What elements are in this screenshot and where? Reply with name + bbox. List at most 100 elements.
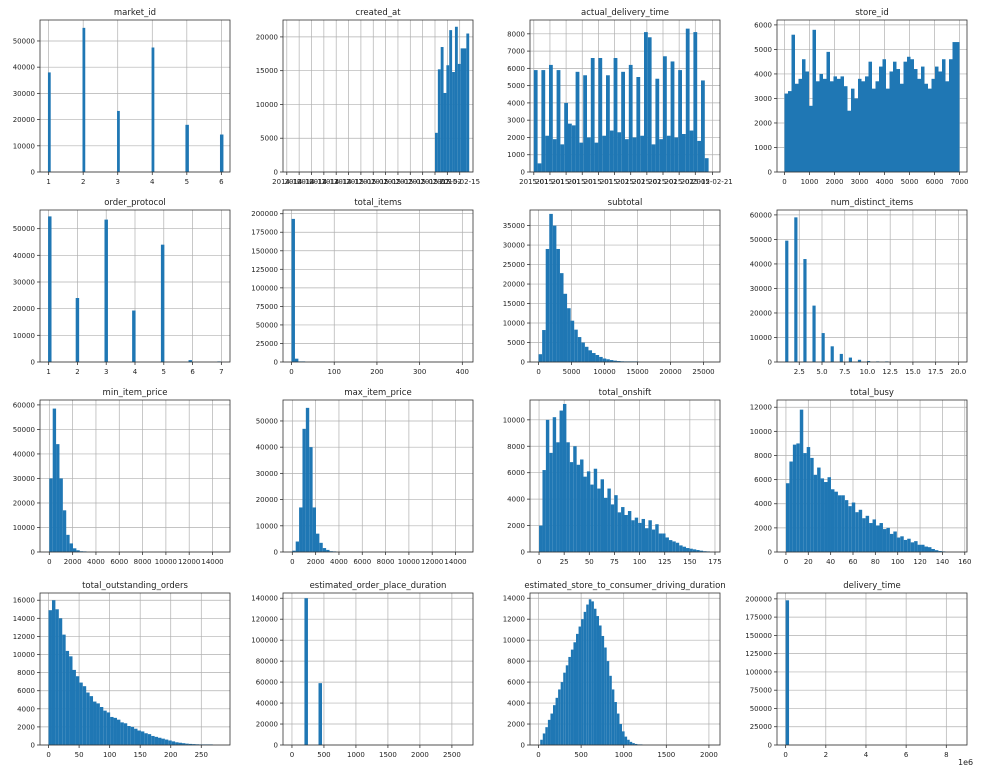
y-tick-label: 0 — [31, 742, 35, 750]
histogram-bar — [617, 512, 622, 552]
y-tick-label: 75000 — [256, 303, 278, 311]
histogram-bar — [910, 542, 915, 552]
histogram-bar — [556, 248, 560, 362]
y-tick-label: 30000 — [13, 475, 35, 483]
x-tick-label: 1500 — [657, 751, 675, 759]
y-tick-label: 40000 — [13, 252, 35, 260]
x-tick-label: 15.0 — [905, 368, 921, 376]
y-tick-label: 6000 — [507, 679, 525, 687]
y-tick-label: 20000 — [256, 721, 278, 729]
plot-area — [777, 593, 967, 745]
histogram-bar — [578, 626, 582, 745]
x-tick-label: 2015-02 — [433, 178, 462, 186]
y-tick-label: 5000 — [507, 82, 525, 90]
x-tick-label: 80 — [871, 558, 880, 566]
histogram-bar — [810, 457, 814, 552]
x-tick-label: 12.5 — [882, 368, 898, 376]
x-tick-label: 1 — [46, 178, 50, 186]
histogram-bar — [685, 28, 690, 172]
histogram-bar — [696, 550, 700, 552]
histogram-bar — [590, 484, 594, 552]
histogram-bar — [72, 548, 77, 552]
histogram-bar — [591, 601, 594, 745]
axes-frame — [282, 19, 474, 173]
x-tick-label: 0 — [290, 558, 294, 566]
histogram-bar — [606, 359, 610, 362]
y-tick-label: 6000 — [754, 21, 772, 29]
y-tick-label: 10000 — [503, 416, 525, 424]
histogram-bar — [192, 744, 196, 745]
y-tick-label: 150000 — [745, 632, 772, 640]
x-tick-label: 2.5 — [794, 368, 805, 376]
histogram-bar — [558, 689, 561, 745]
histogram-bar — [82, 686, 87, 745]
histogram-bar — [858, 78, 862, 172]
x-tick-label: 0 — [537, 558, 541, 566]
panel-title: total_outstanding_orders — [82, 581, 188, 591]
y-tick-label: 20000 — [13, 499, 35, 507]
y-tick-label: 5000 — [754, 46, 772, 54]
histogram-bar — [537, 163, 542, 172]
y-tick-label: 40000 — [256, 444, 278, 452]
histogram-bar — [563, 672, 566, 745]
x-tick-label: 2015-01 — [584, 178, 613, 186]
histogram-bar — [663, 56, 667, 172]
histogram-bar — [181, 743, 186, 745]
histogram-bar — [621, 71, 625, 172]
axes-frame — [776, 209, 968, 363]
y-tick-label: 20000 — [503, 281, 525, 289]
x-tick-label: 7000 — [951, 178, 969, 186]
histogram-bar — [665, 537, 669, 552]
histogram-bar — [549, 64, 553, 172]
histogram-bar — [69, 543, 73, 552]
histogram-bar — [647, 37, 652, 172]
panel-title: market_id — [114, 8, 156, 18]
histogram-bar — [127, 726, 131, 745]
x-tick-label: 100 — [328, 368, 341, 376]
histogram-bar — [302, 428, 306, 552]
x-tick-label: 2 — [824, 751, 828, 759]
histogram-bar — [692, 549, 697, 552]
histogram-bar — [144, 733, 148, 745]
x-tick-label: 6000 — [926, 178, 944, 186]
histogram-bar — [604, 647, 607, 745]
y-tick-label: 150000 — [251, 247, 278, 255]
histogram-bar — [294, 358, 299, 362]
y-tick-label: 0 — [31, 169, 35, 177]
y-tick-label: 8000 — [507, 443, 525, 451]
y-tick-label: 30000 — [503, 242, 525, 250]
histogram-bar — [560, 144, 565, 172]
histogram-bar — [682, 134, 686, 172]
histogram-bar — [291, 218, 295, 362]
y-tick-label: 1000 — [507, 151, 525, 159]
x-tick-label: 2015-02 — [632, 178, 661, 186]
y-tick-label: 35000 — [503, 222, 525, 230]
histogram-bar — [318, 683, 323, 745]
y-tick-label: 80000 — [256, 658, 278, 666]
histogram-bar — [454, 26, 458, 173]
histogram-bar — [326, 549, 330, 552]
histogram-bar — [603, 497, 608, 552]
histogram-bar — [545, 135, 549, 172]
y-tick-label: 50000 — [750, 236, 772, 244]
histogram-bar — [609, 675, 612, 745]
y-tick-label: 10000 — [750, 428, 772, 436]
histogram-bar — [96, 703, 100, 745]
y-tick-label: 50000 — [256, 417, 278, 425]
y-tick-label: 75000 — [750, 687, 772, 695]
histogram-bar — [609, 130, 614, 172]
y-tick-label: 0 — [768, 549, 772, 557]
x-tick-label: 2015-01 — [359, 178, 388, 186]
histogram-bar — [588, 350, 593, 362]
x-tick-label: 200 — [164, 751, 177, 759]
panel-title: max_item_price — [344, 388, 411, 398]
histogram-bar — [588, 599, 592, 745]
x-tick-label: 2015-02-15 — [439, 178, 480, 186]
x-tick-label: 20000 — [659, 368, 681, 376]
x-tick-label: 8000 — [134, 558, 152, 566]
histogram-bar — [679, 545, 683, 552]
axes-frame — [39, 592, 231, 746]
histogram-bar — [104, 219, 108, 362]
y-tick-label: 4000 — [754, 70, 772, 78]
histogram-bar — [48, 610, 52, 745]
